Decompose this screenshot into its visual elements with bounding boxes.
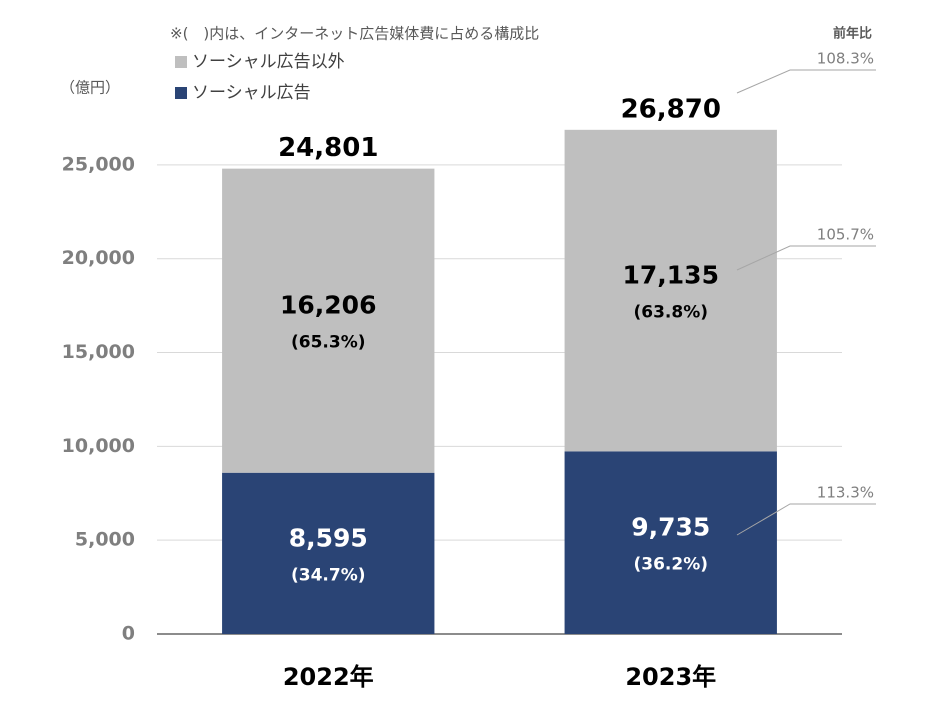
y-tick-label: 10,000 xyxy=(62,435,135,457)
value-label: 17,135 xyxy=(623,261,719,290)
legend-label: ソーシャル広告 xyxy=(192,83,311,103)
legend-swatch xyxy=(175,56,187,68)
value-label: 8,595 xyxy=(289,523,368,552)
yoy-label: 113.3% xyxy=(817,484,874,502)
bar-segment xyxy=(222,168,435,473)
value-label: 9,735 xyxy=(631,513,710,542)
value-label: 16,206 xyxy=(280,291,376,320)
y-unit: （億円） xyxy=(60,79,120,97)
yoy-title: 前年比 xyxy=(833,26,872,42)
yoy-leader xyxy=(736,69,876,94)
share-label: (34.7%) xyxy=(291,565,366,585)
yoy-label: 108.3% xyxy=(817,50,874,68)
note: ※( )内は、インターネット広告媒体費に占める構成比 xyxy=(170,25,539,43)
share-label: (63.8%) xyxy=(633,303,708,323)
y-tick-label: 15,000 xyxy=(62,341,135,363)
share-label: (36.2%) xyxy=(633,555,708,575)
share-label: (65.3%) xyxy=(291,333,366,353)
y-tick-label: 0 xyxy=(122,623,135,645)
y-tick-label: 20,000 xyxy=(62,247,135,269)
bar-segment xyxy=(222,472,435,634)
total-label: 24,801 xyxy=(278,133,378,163)
yoy-label: 105.7% xyxy=(817,226,874,244)
legend-swatch xyxy=(175,87,187,99)
yoy-leader xyxy=(736,245,876,271)
x-tick-label: 2023年 xyxy=(625,663,716,691)
yoy-leader xyxy=(736,503,876,536)
bar-segment xyxy=(564,451,777,634)
bar-segment xyxy=(564,129,777,452)
x-tick-label: 2022年 xyxy=(283,663,374,691)
total-label: 26,870 xyxy=(621,94,721,124)
y-tick-label: 25,000 xyxy=(62,153,135,175)
legend-label: ソーシャル広告以外 xyxy=(192,52,345,72)
y-tick-label: 5,000 xyxy=(75,529,135,551)
